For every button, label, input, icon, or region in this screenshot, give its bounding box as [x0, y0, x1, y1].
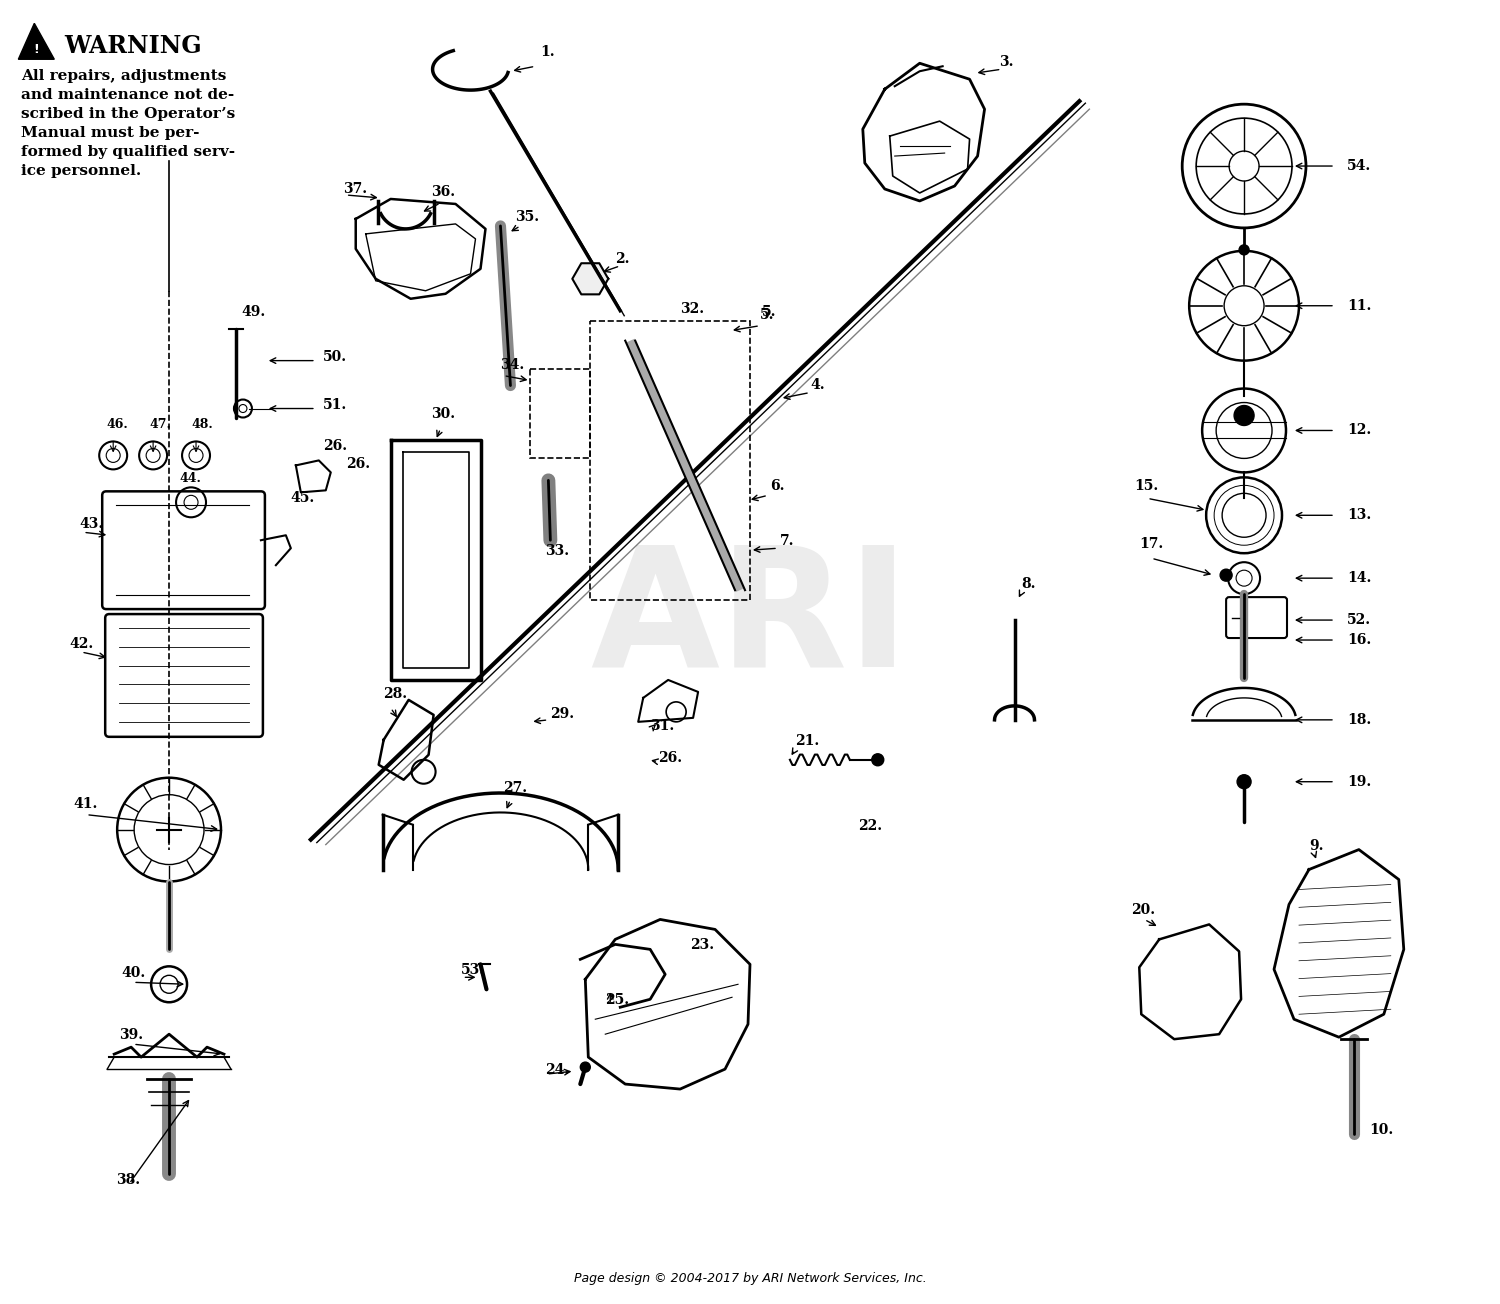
Text: 10.: 10.	[1370, 1123, 1394, 1137]
Text: 18.: 18.	[1347, 713, 1371, 726]
Text: 52.: 52.	[1347, 613, 1371, 627]
Text: 45.: 45.	[291, 492, 315, 506]
Text: 17.: 17.	[1140, 537, 1164, 552]
Text: 42.: 42.	[69, 638, 93, 651]
Text: WARNING: WARNING	[64, 34, 203, 59]
Text: 27.: 27.	[504, 781, 528, 794]
Text: 26.: 26.	[658, 751, 682, 764]
Text: 21.: 21.	[795, 734, 819, 747]
Text: 2.: 2.	[615, 252, 630, 266]
Text: 20.: 20.	[1131, 904, 1155, 918]
Text: 53.: 53.	[460, 964, 484, 977]
FancyBboxPatch shape	[102, 492, 266, 609]
Text: 14.: 14.	[1347, 571, 1371, 585]
Text: All repairs, adjustments
and maintenance not de-
scribed in the Operator’s
Manua: All repairs, adjustments and maintenance…	[21, 69, 235, 177]
Circle shape	[1239, 245, 1250, 254]
Text: 26.: 26.	[322, 439, 346, 454]
Text: 35.: 35.	[516, 210, 540, 224]
Text: 54.: 54.	[1347, 159, 1371, 173]
Text: 5.: 5.	[762, 305, 777, 318]
Circle shape	[1238, 775, 1251, 789]
Text: 23.: 23.	[690, 939, 714, 952]
Circle shape	[580, 1063, 591, 1072]
Text: 47.: 47.	[148, 419, 171, 432]
Text: 16.: 16.	[1347, 632, 1371, 647]
Circle shape	[1220, 569, 1232, 582]
Text: 49.: 49.	[242, 305, 266, 318]
Text: 44.: 44.	[178, 472, 201, 485]
Text: 12.: 12.	[1347, 424, 1371, 437]
FancyBboxPatch shape	[1226, 597, 1287, 638]
Text: 5.: 5.	[760, 308, 774, 322]
Text: Page design © 2004-2017 by ARI Network Services, Inc.: Page design © 2004-2017 by ARI Network S…	[573, 1273, 927, 1286]
Polygon shape	[573, 263, 609, 295]
Text: 48.: 48.	[190, 419, 213, 432]
Text: 37.: 37.	[344, 183, 368, 196]
Text: 6.: 6.	[770, 480, 784, 493]
Text: 13.: 13.	[1347, 509, 1371, 523]
Text: 22.: 22.	[858, 819, 882, 833]
Text: 36.: 36.	[430, 185, 454, 200]
Text: 30.: 30.	[430, 407, 454, 421]
Text: 38.: 38.	[116, 1172, 141, 1187]
Text: 24.: 24.	[546, 1063, 570, 1077]
Text: 11.: 11.	[1347, 299, 1371, 313]
Text: 41.: 41.	[74, 797, 98, 811]
Text: 34.: 34.	[501, 357, 525, 372]
Text: 4.: 4.	[810, 378, 825, 391]
Text: !: !	[33, 43, 39, 56]
Text: 1.: 1.	[540, 46, 555, 59]
Bar	[591, 321, 750, 600]
Text: 50.: 50.	[322, 349, 346, 364]
Text: 33.: 33.	[546, 544, 570, 558]
Text: 29.: 29.	[550, 707, 574, 721]
Text: 43.: 43.	[80, 518, 104, 531]
Text: 19.: 19.	[1347, 775, 1371, 789]
Text: ARI: ARI	[591, 539, 909, 702]
Text: 9.: 9.	[1310, 838, 1323, 853]
Text: 51.: 51.	[322, 398, 346, 412]
Text: 15.: 15.	[1134, 480, 1158, 493]
Text: 40.: 40.	[122, 966, 146, 981]
Text: 28.: 28.	[382, 687, 406, 702]
Text: 3.: 3.	[999, 55, 1014, 69]
Text: 39.: 39.	[118, 1028, 144, 1042]
Text: 25.: 25.	[606, 994, 630, 1007]
Text: 7.: 7.	[780, 535, 795, 548]
FancyBboxPatch shape	[105, 614, 262, 737]
Polygon shape	[18, 23, 54, 59]
Text: 8.: 8.	[1022, 578, 1036, 591]
Text: 46.: 46.	[106, 419, 128, 432]
Text: 31.: 31.	[650, 719, 675, 733]
Text: 26.: 26.	[345, 458, 370, 471]
Text: 32.: 32.	[680, 301, 705, 316]
Circle shape	[871, 754, 883, 765]
Circle shape	[1234, 406, 1254, 425]
Bar	[531, 369, 591, 459]
